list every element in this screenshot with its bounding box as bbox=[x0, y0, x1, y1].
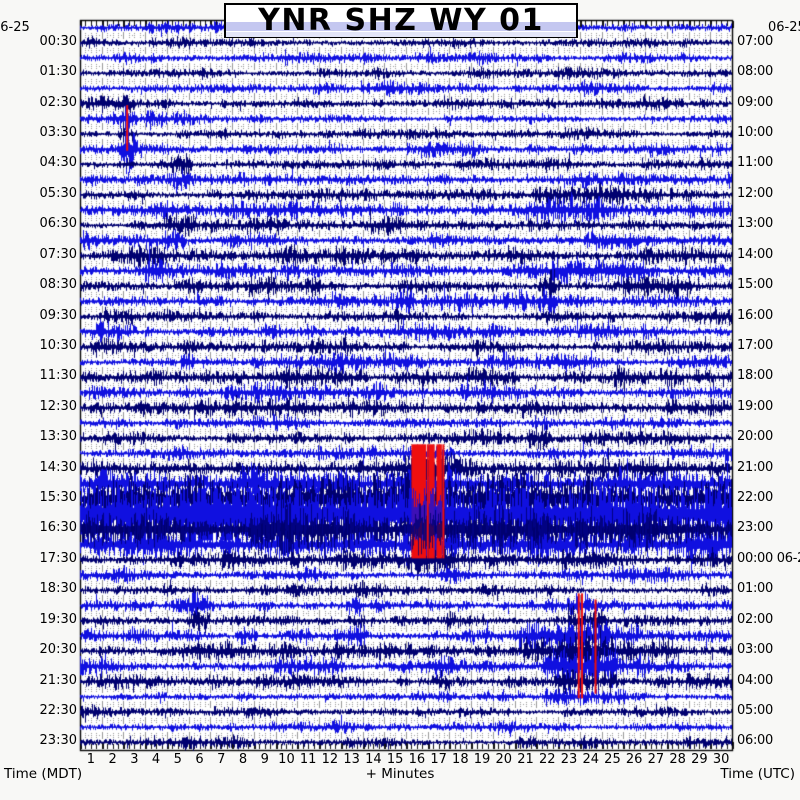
time-label-utc: 17:00 bbox=[737, 337, 773, 353]
time-label-mdt: 06:30 bbox=[39, 216, 77, 232]
time-label-utc: 14:00 bbox=[737, 246, 773, 262]
minute-label: 23 bbox=[560, 752, 578, 767]
minute-label: 3 bbox=[130, 752, 139, 767]
minute-label: 5 bbox=[173, 752, 182, 767]
time-label-mdt: 03:30 bbox=[39, 125, 77, 141]
time-label-utc: 01:00 bbox=[737, 581, 773, 597]
minute-label: 21 bbox=[517, 752, 534, 767]
time-label-mdt: 15:30 bbox=[39, 490, 77, 506]
time-label-mdt: 00:30 bbox=[39, 33, 77, 49]
time-label-mdt: 12:30 bbox=[39, 398, 77, 414]
minute-label: 14 bbox=[365, 752, 382, 767]
time-label-mdt: 01:30 bbox=[39, 64, 77, 80]
minute-label: 13 bbox=[343, 752, 360, 767]
minute-label: 27 bbox=[647, 752, 665, 767]
minute-label: 12 bbox=[321, 752, 339, 767]
time-label-mdt: 10:30 bbox=[39, 337, 77, 353]
time-label-mdt: 22:30 bbox=[39, 702, 77, 718]
footer-right-label: Time (UTC) bbox=[720, 766, 795, 782]
minute-label: 20 bbox=[495, 752, 513, 767]
top-right-date: 06-25 bbox=[768, 20, 800, 35]
top-left-date: 06-25 bbox=[0, 20, 30, 35]
time-label-mdt: 05:30 bbox=[39, 185, 77, 201]
title-trace-band bbox=[226, 22, 576, 31]
minute-label: 17 bbox=[430, 752, 447, 767]
time-label-utc: 16:00 bbox=[737, 307, 773, 323]
minute-label: 1 bbox=[86, 752, 95, 767]
station-title-box: YNR SHZ WY 01 bbox=[224, 3, 578, 38]
time-label-utc: 11:00 bbox=[737, 155, 773, 171]
time-label-utc: 21:00 bbox=[737, 459, 773, 475]
minute-label: 6 bbox=[195, 752, 204, 767]
time-label-mdt: 17:30 bbox=[39, 550, 77, 566]
time-label-utc: 22:00 bbox=[737, 490, 773, 506]
minute-label: 29 bbox=[691, 752, 708, 767]
time-label-mdt: 18:30 bbox=[39, 581, 77, 597]
time-label-utc: 09:00 bbox=[737, 94, 773, 110]
time-label-mdt: 20:30 bbox=[39, 642, 77, 658]
minute-label: 8 bbox=[238, 752, 248, 767]
minute-label: 11 bbox=[299, 752, 317, 767]
minute-label: 4 bbox=[151, 752, 161, 767]
time-label-mdt: 23:30 bbox=[39, 733, 77, 749]
footer-left-label: Time (MDT) bbox=[4, 766, 83, 782]
time-label-utc: 20:00 bbox=[737, 429, 773, 445]
minute-label: 18 bbox=[452, 752, 469, 767]
minute-label: 24 bbox=[582, 752, 599, 767]
time-label-utc: 02:00 bbox=[737, 611, 773, 627]
time-label-utc: 03:00 bbox=[737, 642, 773, 658]
minute-label: 28 bbox=[669, 752, 686, 767]
time-label-mdt: 16:30 bbox=[39, 520, 77, 536]
time-label-utc: 00:00 06-26 bbox=[737, 550, 800, 566]
time-label-utc: 04:00 bbox=[737, 672, 773, 688]
time-label-mdt: 09:30 bbox=[39, 307, 77, 323]
minute-label: 10 bbox=[278, 752, 295, 767]
time-label-utc: 23:00 bbox=[737, 520, 773, 536]
minute-label: 25 bbox=[604, 752, 621, 767]
title-trace-band-light bbox=[226, 32, 576, 37]
time-label-utc: 10:00 bbox=[737, 125, 773, 141]
time-label-utc: 07:00 bbox=[737, 33, 773, 49]
minute-label: 19 bbox=[473, 752, 491, 767]
time-label-utc: 15:00 bbox=[737, 277, 773, 293]
minute-label: 15 bbox=[386, 752, 404, 767]
minute-label: 9 bbox=[260, 752, 269, 767]
time-label-utc: 19:00 bbox=[737, 398, 773, 414]
time-label-utc: 12:00 bbox=[737, 185, 773, 201]
time-label-mdt: 08:30 bbox=[39, 277, 77, 293]
footer-center-label: + Minutes bbox=[365, 766, 435, 782]
minute-label: 22 bbox=[538, 752, 556, 767]
time-label-utc: 08:00 bbox=[737, 64, 773, 80]
minute-label: 26 bbox=[625, 752, 643, 767]
time-label-utc: 13:00 bbox=[737, 216, 773, 232]
time-label-mdt: 04:30 bbox=[39, 155, 77, 171]
station-title: YNR SHZ WY 01 bbox=[258, 3, 544, 38]
minute-label: 30 bbox=[712, 752, 730, 767]
time-label-mdt: 19:30 bbox=[39, 611, 77, 627]
minute-label: 16 bbox=[408, 752, 426, 767]
time-label-mdt: 14:30 bbox=[39, 459, 77, 475]
minute-label: 2 bbox=[108, 752, 117, 767]
time-label-mdt: 13:30 bbox=[39, 429, 77, 445]
minute-label: 7 bbox=[217, 752, 226, 767]
time-label-mdt: 02:30 bbox=[39, 94, 77, 110]
time-label-utc: 06:00 bbox=[737, 733, 773, 749]
time-label-utc: 05:00 bbox=[737, 702, 773, 718]
time-label-utc: 18:00 bbox=[737, 368, 773, 384]
time-label-mdt: 07:30 bbox=[39, 246, 77, 262]
time-label-mdt: 21:30 bbox=[39, 672, 77, 688]
time-label-mdt: 11:30 bbox=[39, 368, 77, 384]
